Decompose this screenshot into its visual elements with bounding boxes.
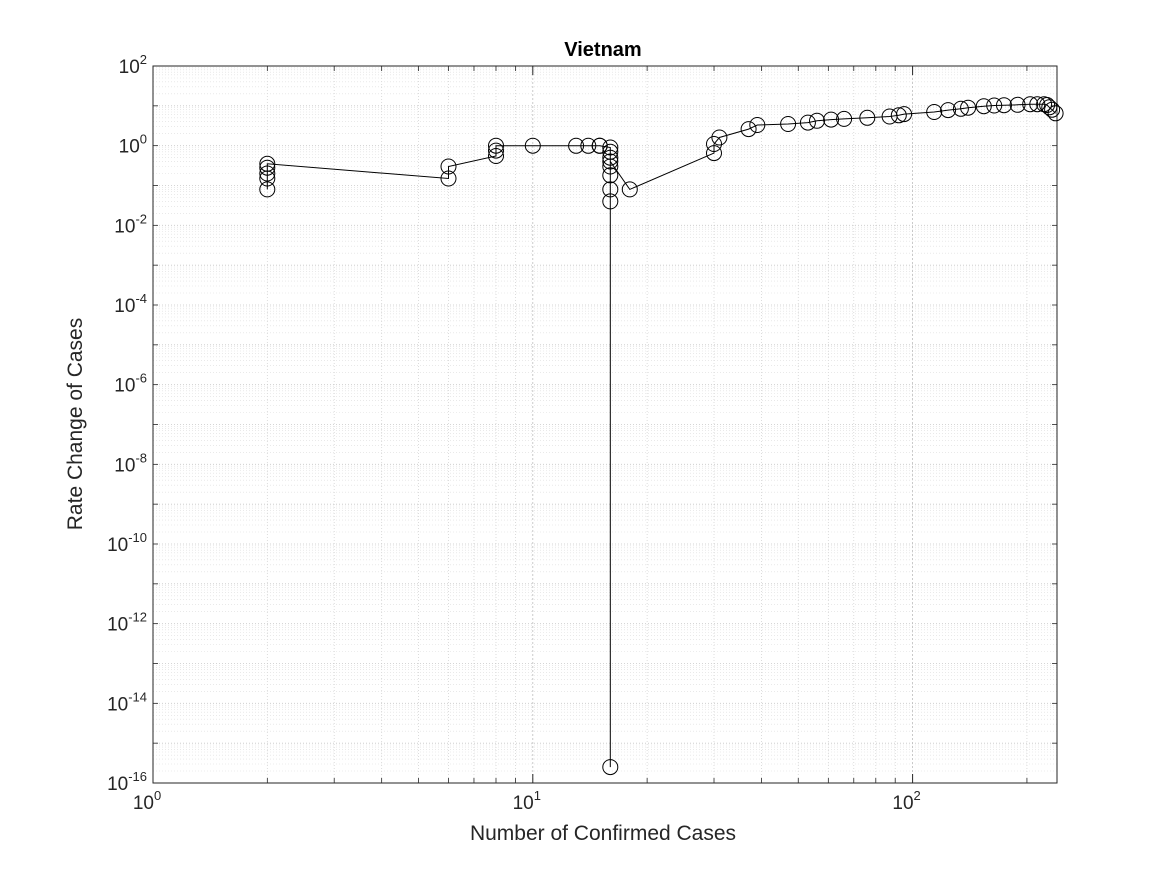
series-line — [266, 103, 1056, 768]
data-point — [524, 137, 541, 154]
data-point — [259, 155, 276, 172]
x-tick-label: 100 — [133, 788, 161, 814]
data-point — [799, 114, 816, 131]
y-tick-label: 10-6 — [114, 371, 147, 397]
data-point — [996, 97, 1012, 114]
data-point — [602, 149, 619, 166]
data-point — [940, 102, 957, 119]
data-point — [591, 137, 608, 154]
data-point — [1009, 96, 1026, 113]
data-point — [836, 110, 853, 127]
data-point — [1041, 99, 1058, 116]
y-tick-label: 10-4 — [114, 291, 147, 317]
y-tick-labels: 10-16 10-14 10-12 10-10 10-8 10-6 10-4 10-2 100 1… — [107, 52, 147, 795]
data-point — [602, 759, 619, 776]
data-point — [1047, 105, 1064, 122]
y-tick-label: 10-2 — [114, 211, 147, 237]
data-point — [1022, 96, 1039, 113]
data-point — [259, 159, 276, 176]
data-point — [749, 117, 766, 133]
data-point — [568, 137, 585, 154]
data-point — [952, 100, 969, 117]
data-point — [986, 97, 1003, 114]
data-point — [488, 148, 504, 164]
data-point — [602, 153, 619, 170]
data-point — [602, 181, 619, 198]
data-series — [259, 96, 1064, 776]
data-point — [706, 145, 722, 162]
y-tick-label: 10-14 — [107, 689, 147, 715]
data-point — [488, 137, 504, 154]
y-tick-label: 10-8 — [114, 450, 147, 476]
y-axis-label: Rate Change of Cases — [64, 318, 87, 530]
data-point — [259, 165, 276, 182]
data-point — [602, 193, 619, 210]
data-point — [740, 121, 757, 138]
data-point — [859, 109, 876, 126]
data-point — [975, 98, 992, 115]
data-point — [780, 116, 797, 132]
x-tick-label: 101 — [513, 788, 541, 814]
data-point — [706, 136, 722, 152]
data-point — [621, 181, 638, 198]
data-point — [823, 111, 840, 128]
y-tick-label: 102 — [119, 52, 147, 78]
data-point — [1039, 97, 1056, 113]
data-point — [1044, 101, 1061, 118]
data-point — [809, 112, 825, 129]
data-point — [602, 139, 619, 156]
axis-ticks — [152, 65, 1057, 784]
data-point — [711, 129, 728, 146]
data-point — [1029, 96, 1046, 113]
data-point — [602, 167, 619, 184]
data-point — [440, 158, 457, 175]
data-point — [960, 99, 977, 116]
minor-grid — [153, 66, 1057, 783]
data-point — [440, 170, 457, 187]
x-tick-label: 102 — [892, 788, 920, 814]
x-axis-label: Number of Confirmed Cases — [470, 822, 736, 845]
data-point — [259, 181, 276, 198]
data-point — [602, 158, 619, 175]
data-point — [890, 107, 907, 124]
y-tick-label: 10-16 — [107, 769, 147, 795]
y-tick-label: 100 — [119, 132, 147, 158]
y-tick-label: 10-12 — [107, 610, 147, 636]
data-point — [926, 104, 943, 120]
x-tick-labels: 100 101 102 — [133, 788, 921, 814]
data-point — [896, 106, 913, 123]
y-tick-label: 10-10 — [107, 530, 147, 556]
chart-title: Vietnam — [564, 39, 641, 61]
data-point — [488, 142, 504, 159]
data-point — [580, 137, 597, 154]
